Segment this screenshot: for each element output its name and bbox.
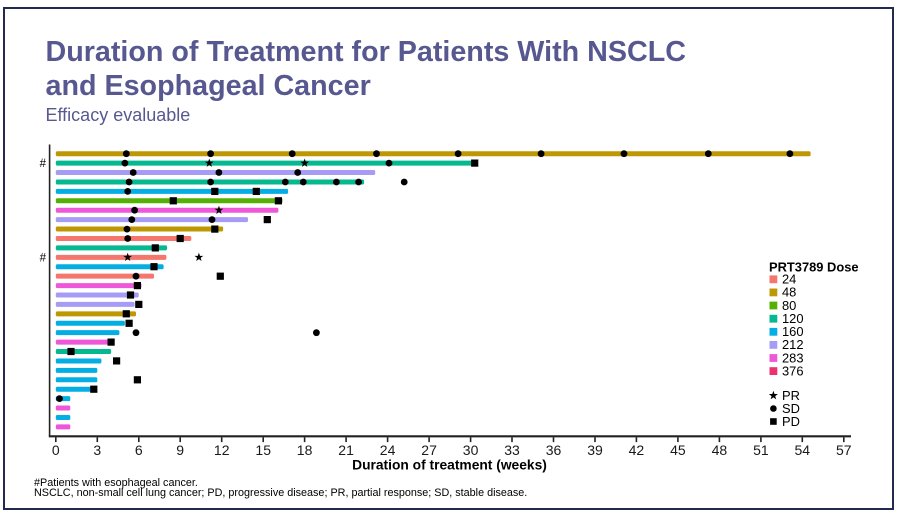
svg-text:PRT3789 Dose: PRT3789 Dose [769,260,859,275]
svg-text:Duration of treatment (weeks): Duration of treatment (weeks) [352,457,547,472]
svg-text:30: 30 [463,442,479,458]
svg-text:39: 39 [587,442,603,458]
svg-text:24: 24 [782,272,796,287]
svg-text:SD: SD [782,401,800,416]
svg-text:54: 54 [795,442,811,458]
svg-text:9: 9 [176,442,184,458]
svg-text:18: 18 [297,442,313,458]
svg-text:0: 0 [52,442,60,458]
svg-text:212: 212 [782,337,804,352]
svg-text:376: 376 [782,363,804,378]
svg-text:27: 27 [421,442,437,458]
svg-text:33: 33 [504,442,520,458]
svg-text:160: 160 [782,324,804,339]
svg-text:NSCLC, non-small cell lung can: NSCLC, non-small cell lung cancer; PD, p… [34,487,527,499]
svg-text:21: 21 [338,442,354,458]
svg-text:PD: PD [782,414,800,429]
svg-text:#: # [40,158,47,170]
svg-text:283: 283 [782,350,804,365]
svg-text:36: 36 [546,442,562,458]
svg-text:42: 42 [629,442,645,458]
svg-text:15: 15 [255,442,271,458]
svg-text:6: 6 [135,442,143,458]
svg-text:#Patients with esophageal canc: #Patients with esophageal cancer. [34,477,198,489]
svg-text:PR: PR [782,388,800,403]
svg-text:80: 80 [782,298,796,313]
svg-text:48: 48 [712,442,728,458]
svg-text:57: 57 [836,442,852,458]
svg-text:#: # [40,252,47,264]
svg-text:48: 48 [782,285,796,300]
svg-text:45: 45 [670,442,686,458]
svg-text:3: 3 [93,442,101,458]
svg-text:51: 51 [753,442,769,458]
svg-text:24: 24 [380,442,396,458]
svg-text:120: 120 [782,311,804,326]
svg-text:12: 12 [214,442,230,458]
